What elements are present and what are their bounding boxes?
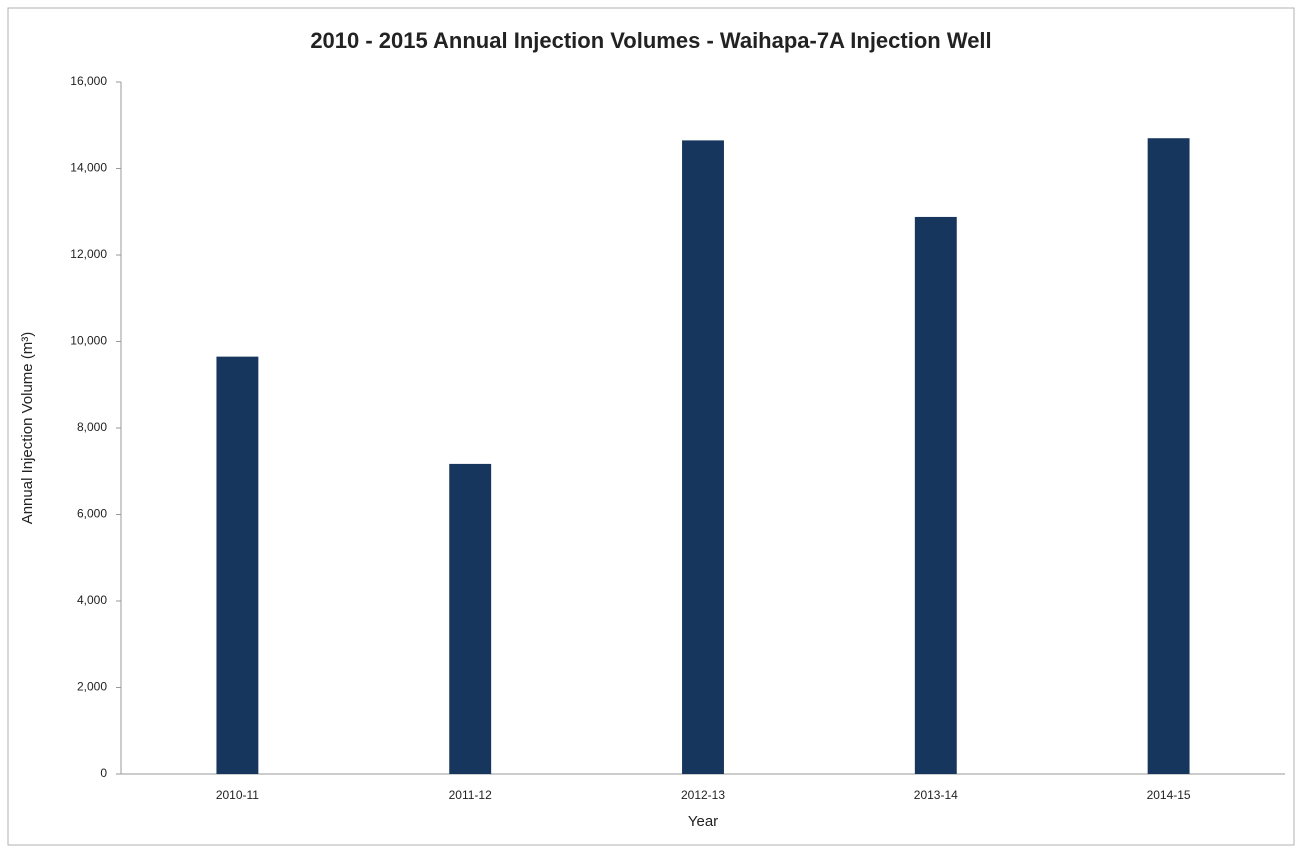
y-tick-label: 8,000	[77, 420, 107, 434]
y-tick-label: 6,000	[77, 507, 107, 521]
x-axis-title: Year	[688, 813, 718, 830]
x-tick-label: 2010-11	[216, 788, 259, 802]
bar	[216, 356, 259, 774]
x-tick-label: 2014-15	[1147, 788, 1191, 802]
y-axis-title: Annual Injection Volume (m³)	[19, 332, 36, 525]
chart-frame	[7, 7, 1295, 846]
bar	[682, 140, 724, 774]
chart-title: 2010 - 2015 Annual Injection Volumes - W…	[310, 28, 991, 53]
y-tick-label: 16,000	[70, 74, 107, 88]
y-tick-label: 2,000	[77, 680, 107, 694]
y-tick-label: 14,000	[70, 161, 107, 175]
x-tick-label: 2011-12	[449, 788, 492, 802]
y-tick-label: 12,000	[70, 247, 107, 261]
bar	[914, 216, 957, 774]
bar	[1147, 138, 1190, 775]
y-tick-label: 10,000	[70, 334, 107, 348]
y-tick-label: 4,000	[77, 593, 107, 607]
bar	[449, 463, 492, 774]
x-tick-label: 2013-14	[914, 788, 958, 802]
x-tick-label: 2012-13	[681, 788, 725, 802]
y-tick-label: 0	[100, 766, 107, 780]
